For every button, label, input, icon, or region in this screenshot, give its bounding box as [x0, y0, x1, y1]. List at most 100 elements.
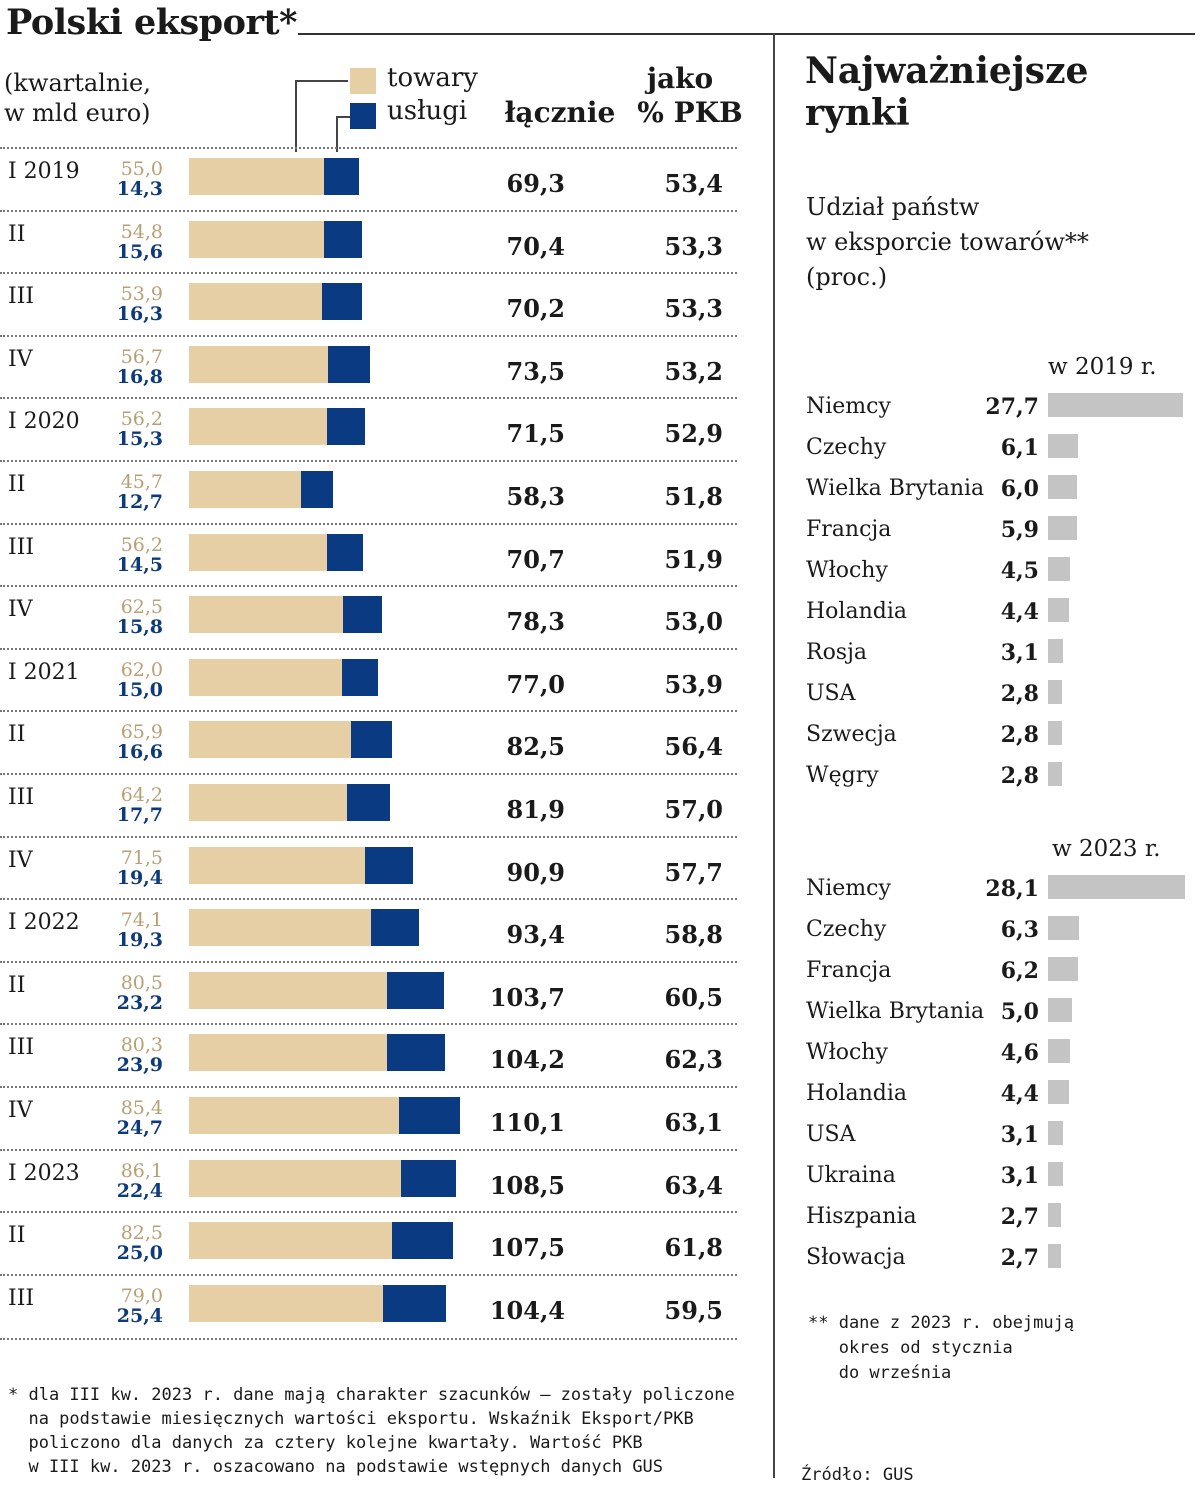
market-share-value: 3,1 [1000, 1163, 1039, 1189]
chart-row: IV 62,5 15,8 78,3 53,0 [0, 585, 737, 649]
market-name: Francja [806, 517, 892, 542]
services-value-label: 14,3 [116, 178, 163, 200]
market-name: Włochy [806, 558, 888, 583]
legend-services-label: usługi [387, 96, 468, 126]
total-value: 78,3 [506, 607, 565, 637]
services-value-label: 16,3 [116, 303, 163, 326]
gdp-share-value: 59,5 [664, 1295, 723, 1325]
quarter-label: IV [8, 847, 33, 873]
gdp-share-value: 57,7 [664, 857, 723, 887]
chart-row: I 2021 62,0 15,0 77,0 53,9 [0, 647, 737, 712]
year-label: w 2019 r. [1048, 354, 1157, 380]
chart-row: II 45,7 12,7 58,3 51,8 [0, 460, 737, 524]
quarter-label: I 2022 [8, 910, 80, 936]
goods-bar [189, 533, 328, 571]
market-share-bar [1048, 680, 1062, 704]
gdp-share-value: 63,1 [664, 1108, 723, 1137]
services-bar [371, 909, 419, 947]
market-name: Włochy [806, 1040, 888, 1065]
chart-row: III 53,9 16,3 70,2 53,3 [0, 272, 737, 336]
total-value: 70,4 [506, 231, 565, 261]
market-share-value: 4,6 [1000, 1040, 1039, 1066]
chart-row: I 2023 86,1 22,4 108,5 63,4 [0, 1148, 737, 1213]
market-share-value: 3,1 [1000, 1122, 1039, 1148]
goods-bar [189, 283, 322, 321]
market-share-value: 2,8 [1000, 681, 1039, 707]
gdp-share-value: 52,9 [664, 419, 723, 449]
row-end-rule [0, 1338, 737, 1340]
chart-row: III 64,2 17,7 81,9 57,0 [0, 773, 737, 837]
quarter-label: III [8, 785, 35, 810]
unit-note: (kwartalnie, w mld euro) [4, 69, 151, 127]
total-value: 58,3 [506, 482, 565, 511]
goods-bar [189, 220, 324, 258]
column-divider [773, 33, 775, 1478]
services-bar [391, 1222, 454, 1260]
market-share-value: 2,7 [1000, 1245, 1039, 1271]
goods-value-label: 74,1 [120, 909, 163, 932]
goods-value-label: 85,4 [120, 1097, 163, 1119]
services-bar [328, 345, 370, 383]
market-name: Wielka Brytania [806, 476, 985, 501]
goods-bar [189, 471, 302, 508]
goods-value-label: 71,5 [120, 846, 163, 869]
market-share-bar [1048, 475, 1078, 499]
services-value-label: 25,4 [116, 1304, 163, 1327]
gdp-share-value: 53,4 [664, 169, 723, 198]
total-value: 81,9 [506, 795, 565, 824]
market-share-value: 2,7 [1000, 1204, 1039, 1230]
services-value-label: 14,5 [116, 553, 163, 576]
quarter-label: I 2020 [8, 409, 80, 435]
market-share-bar [1048, 1121, 1064, 1145]
gdp-share-value: 51,9 [664, 544, 723, 574]
market-name: Wielka Brytania [806, 999, 985, 1024]
chart-row: II 54,8 15,6 70,4 53,3 [0, 209, 737, 274]
services-bar [399, 1097, 460, 1134]
market-share-bar [1048, 1244, 1062, 1268]
chart-row: IV 71,5 19,4 90,9 57,7 [0, 835, 737, 900]
gdp-share-value: 57,0 [664, 795, 723, 824]
market-share-bar [1048, 1203, 1062, 1227]
goods-bar [189, 909, 372, 947]
market-name: Czechy [806, 917, 887, 942]
services-value-label: 19,3 [116, 929, 163, 952]
footnote: * dla III kw. 2023 r. dane mają charakte… [8, 1385, 735, 1477]
gdp-share-value: 53,9 [664, 669, 723, 699]
goods-bar [189, 721, 352, 759]
goods-bar [189, 1097, 400, 1134]
services-value-label: 22,4 [116, 1179, 163, 1202]
market-share-value: 6,3 [1000, 917, 1039, 943]
quarter-label: III [8, 534, 35, 560]
goods-bar [189, 846, 365, 884]
market-share-bar [1048, 557, 1070, 581]
page-title: Polski eksport* [6, 2, 297, 43]
goods-value-label: 79,0 [120, 1284, 163, 1307]
market-name: Francja [806, 958, 892, 983]
market-share-bar [1048, 598, 1070, 622]
quarter-label: II [8, 1223, 26, 1249]
quarter-label: IV [8, 597, 33, 623]
services-bar [383, 1284, 446, 1322]
market-share-bar [1048, 762, 1062, 786]
quarter-label: IV [8, 346, 33, 372]
market-share-bar [1048, 516, 1077, 540]
total-value: 93,4 [506, 920, 565, 950]
services-value-label: 15,0 [116, 678, 163, 701]
chart-row: IV 85,4 24,7 110,1 63,1 [0, 1086, 737, 1150]
market-name: USA [806, 1122, 856, 1147]
chart-row: II 82,5 25,0 107,5 61,8 [0, 1211, 737, 1275]
total-value: 77,0 [506, 669, 565, 699]
services-value-label: 15,6 [116, 240, 163, 263]
total-value: 110,1 [489, 1108, 565, 1137]
goods-bar [189, 596, 343, 634]
services-bar [327, 533, 363, 571]
chart-row: II 65,9 16,6 82,5 56,4 [0, 710, 737, 774]
total-value: 73,5 [506, 356, 565, 386]
source-note: Źródło: GUS [801, 1465, 914, 1485]
market-share-bar [1048, 639, 1064, 663]
market-name: Czechy [806, 435, 887, 460]
goods-bar [189, 345, 329, 383]
market-share-value: 2,8 [1000, 763, 1039, 789]
market-share-bar [1048, 1039, 1071, 1063]
legend-services-swatch [350, 103, 376, 129]
